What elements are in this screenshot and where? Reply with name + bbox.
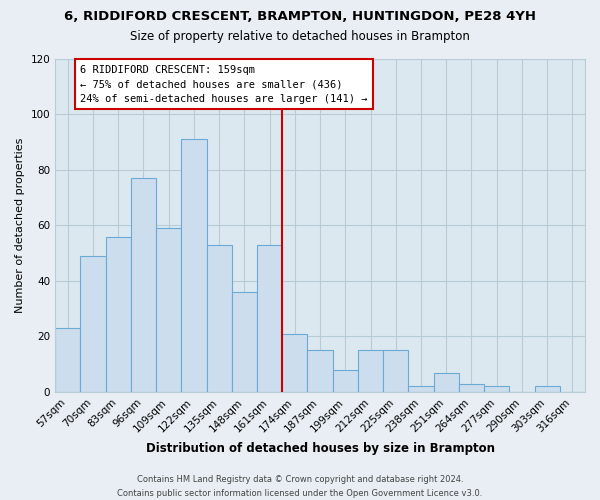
Text: Size of property relative to detached houses in Brampton: Size of property relative to detached ho… [130,30,470,43]
Bar [383,350,409,392]
Bar [434,372,459,392]
Text: Contains HM Land Registry data © Crown copyright and database right 2024.
Contai: Contains HM Land Registry data © Crown c… [118,476,482,498]
Bar [156,228,181,392]
Bar [484,386,509,392]
Bar [257,245,282,392]
Bar [232,292,257,392]
Bar [282,334,307,392]
Bar [131,178,156,392]
X-axis label: Distribution of detached houses by size in Brampton: Distribution of detached houses by size … [146,442,494,455]
Bar [181,140,206,392]
Bar [358,350,383,392]
Bar [80,256,106,392]
Bar [206,245,232,392]
Bar [459,384,484,392]
Y-axis label: Number of detached properties: Number of detached properties [15,138,25,313]
Bar [409,386,434,392]
Bar [307,350,332,392]
Bar [55,328,80,392]
Bar [332,370,358,392]
Bar [535,386,560,392]
Text: 6, RIDDIFORD CRESCENT, BRAMPTON, HUNTINGDON, PE28 4YH: 6, RIDDIFORD CRESCENT, BRAMPTON, HUNTING… [64,10,536,23]
Text: 6 RIDDIFORD CRESCENT: 159sqm
← 75% of detached houses are smaller (436)
24% of s: 6 RIDDIFORD CRESCENT: 159sqm ← 75% of de… [80,64,368,104]
Bar [106,236,131,392]
